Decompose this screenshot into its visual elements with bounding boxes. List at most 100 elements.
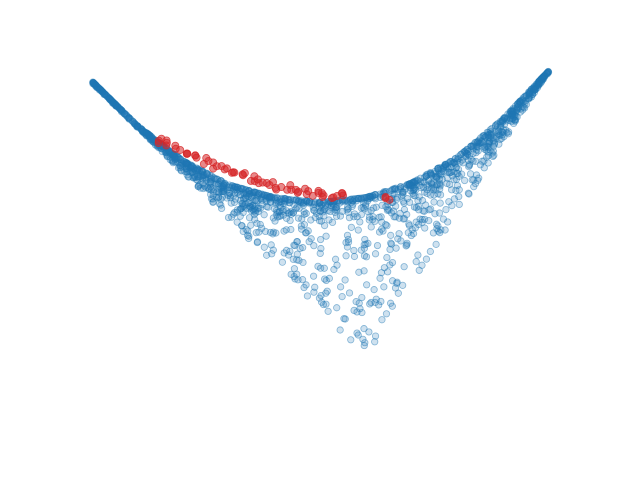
scatter-point: [453, 181, 461, 190]
scatter-point: [89, 79, 98, 87]
scatter-point: [448, 186, 456, 194]
highlighted-point: [191, 151, 200, 160]
scatter-point: [325, 216, 333, 224]
scatter-point: [253, 238, 262, 246]
scatter-point: [418, 261, 426, 269]
scatter-point: [317, 244, 325, 253]
scatter-point: [194, 182, 202, 191]
scatter-point: [441, 226, 449, 234]
scatter-point: [498, 118, 507, 126]
scatter-point: [324, 307, 332, 315]
scatter-point: [347, 336, 355, 344]
scatter-point: [246, 198, 254, 206]
scatter-point: [133, 122, 141, 130]
scatter-point: [294, 214, 303, 222]
scatter-point: [336, 326, 344, 334]
scatter-point: [361, 339, 369, 347]
scatter-point: [378, 316, 386, 324]
scatter-point: [336, 199, 344, 207]
scatter-point: [320, 222, 329, 230]
scatter-point: [393, 279, 401, 287]
scatter-point: [389, 185, 397, 193]
scatter-point: [391, 213, 400, 221]
highlighted-point: [162, 136, 171, 145]
scatter-point: [350, 252, 359, 261]
scatter-point: [338, 293, 346, 301]
scatter-point: [361, 235, 369, 244]
scatter-point: [461, 176, 469, 185]
scatter-point: [369, 192, 377, 200]
scatter-point: [105, 94, 113, 102]
scatter-point: [480, 143, 489, 151]
scatter-point: [367, 223, 375, 231]
scatter-point: [360, 244, 369, 252]
scatter-point: [268, 250, 276, 258]
series-all-points: [89, 67, 553, 350]
highlighted-point: [171, 144, 180, 153]
scatter-point: [373, 241, 382, 250]
scatter-point: [120, 110, 129, 118]
scatter-point: [184, 173, 192, 181]
highlighted-point: [154, 136, 163, 145]
scatter-point: [125, 114, 133, 122]
scatter-point: [350, 246, 358, 255]
scatter-point: [412, 258, 420, 266]
scatter-point: [360, 325, 368, 333]
scatter-point: [508, 107, 517, 115]
scatter-point: [354, 226, 362, 234]
scatter-point: [225, 189, 233, 197]
scatter-point: [443, 179, 451, 187]
scatter-point: [450, 159, 459, 167]
scatter-point: [530, 83, 538, 91]
scatter-point: [112, 101, 120, 109]
scatter-point: [469, 145, 477, 153]
scatter-point: [195, 166, 204, 174]
scatter-point: [371, 250, 380, 258]
scatter-point: [465, 163, 473, 171]
scatter-point: [243, 188, 251, 196]
series-highlighted-points: [154, 134, 394, 204]
scatter-point: [478, 157, 486, 165]
scatter-point: [377, 269, 386, 277]
scatter-point: [380, 283, 388, 291]
scatter-point: [357, 210, 366, 219]
scatter-point: [436, 199, 444, 207]
scatter-point: [317, 291, 325, 300]
scatter-point: [309, 272, 318, 280]
scatter-point: [405, 220, 413, 228]
scatter-point: [213, 193, 221, 202]
scatter-point: [341, 276, 349, 284]
scatter-point: [388, 277, 397, 285]
scatter-point: [297, 198, 306, 206]
scatter-point: [242, 225, 250, 234]
scatter-point: [403, 210, 411, 219]
scatter-point: [395, 230, 403, 238]
scatter-point: [240, 194, 248, 202]
scatter-point: [293, 238, 301, 246]
scatter-point: [322, 276, 330, 285]
scatter-point: [388, 258, 397, 267]
scatter-point: [471, 138, 479, 147]
scatter-point: [194, 174, 202, 182]
scatter-point: [347, 223, 355, 231]
highlighted-point: [246, 176, 255, 185]
scatter-point: [207, 179, 215, 187]
scatter-point: [387, 231, 395, 239]
scatter-point: [340, 315, 348, 323]
highlighted-point: [230, 168, 239, 177]
scatter-point: [331, 255, 340, 263]
scatter-point: [488, 124, 496, 133]
scatter-point: [203, 170, 212, 178]
scatter-point: [275, 207, 284, 216]
scatter-point: [353, 308, 361, 316]
scatter-point: [443, 174, 451, 182]
scatter-point: [382, 221, 390, 229]
scatter-point: [280, 249, 288, 257]
scatter-point: [516, 98, 524, 106]
scatter-point: [311, 283, 319, 291]
scatter-point: [484, 151, 492, 160]
scatter-point: [378, 201, 386, 209]
scatter-point: [298, 276, 307, 284]
